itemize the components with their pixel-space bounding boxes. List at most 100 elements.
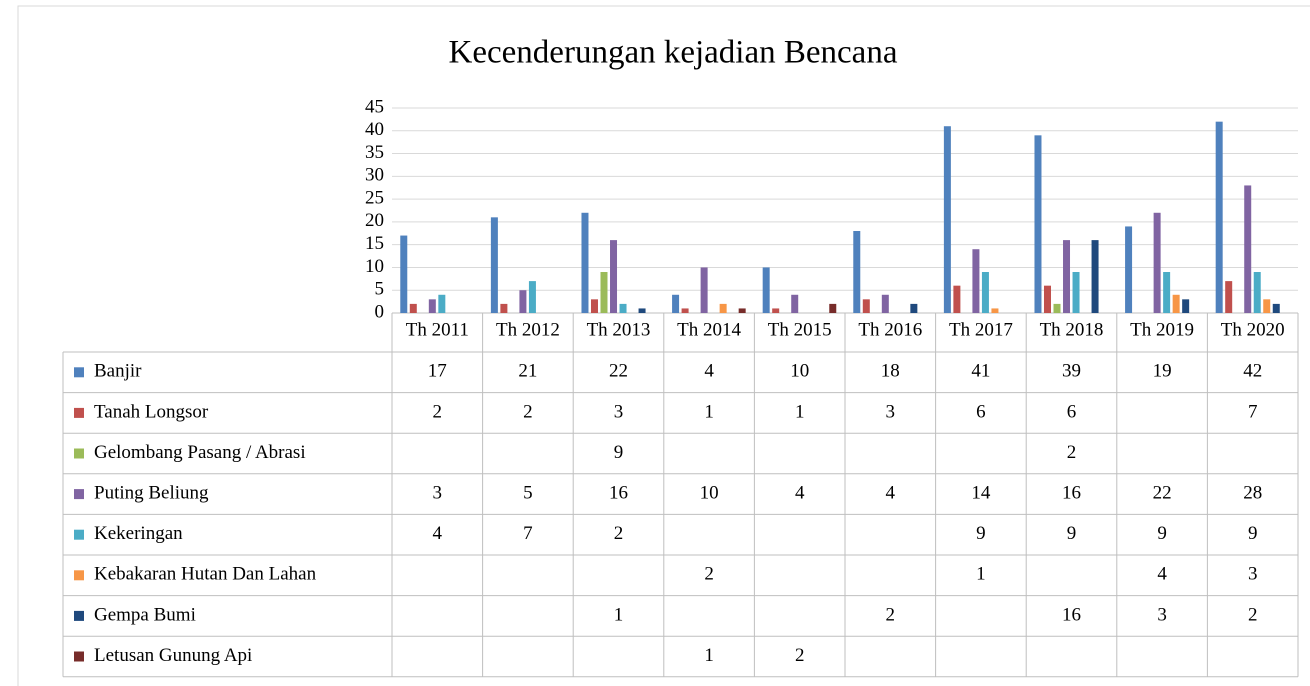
y-tick-label: 40: [365, 119, 384, 140]
legend-swatch: [74, 651, 84, 662]
bar: [943, 126, 951, 313]
bar: [981, 272, 989, 313]
x-tick-label: Th 2016: [858, 319, 922, 340]
bar: [638, 308, 646, 313]
data-label: 3: [1157, 604, 1167, 625]
bar: [428, 299, 436, 313]
bar: [409, 303, 417, 313]
bar: [1182, 299, 1190, 313]
bar: [619, 303, 627, 313]
data-label: 7: [1248, 401, 1258, 422]
data-label: 19: [1153, 361, 1172, 382]
bar: [1125, 226, 1133, 313]
bar: [881, 294, 889, 313]
bar: [719, 303, 727, 313]
x-tick-label: Th 2015: [768, 319, 832, 340]
bar: [610, 240, 618, 313]
data-label: 2: [433, 401, 443, 422]
data-label: 39: [1062, 361, 1081, 382]
bar: [762, 267, 770, 313]
bar: [791, 294, 799, 313]
bar: [853, 231, 861, 313]
data-label: 7: [523, 523, 533, 544]
x-tick-label: Th 2017: [949, 319, 1013, 340]
bar: [1072, 272, 1080, 313]
data-label: 1: [614, 604, 624, 625]
bar: [1034, 135, 1042, 313]
legend-swatch: [74, 529, 84, 540]
legend-swatch: [74, 448, 84, 459]
data-label: 18: [881, 361, 900, 382]
bar: [1215, 121, 1223, 314]
data-label: 16: [1062, 482, 1081, 503]
legend-label: Gempa Bumi: [94, 604, 196, 625]
bar: [1063, 240, 1071, 313]
bar: [672, 294, 680, 313]
bar: [1163, 272, 1171, 313]
data-label: 22: [1153, 482, 1172, 503]
y-tick-label: 10: [365, 256, 384, 277]
y-tick-label: 35: [365, 142, 384, 163]
bar: [519, 290, 527, 313]
bar: [1153, 212, 1161, 313]
bar: [600, 272, 608, 313]
data-label: 3: [1248, 564, 1258, 585]
legend-swatch: [74, 367, 84, 378]
x-tick-label: Th 2019: [1130, 319, 1194, 340]
bar: [1172, 294, 1180, 313]
bar: [991, 308, 999, 313]
data-label: 4: [1157, 564, 1167, 585]
data-label: 4: [795, 482, 805, 503]
data-label: 4: [704, 361, 714, 382]
data-label: 2: [523, 401, 533, 422]
y-tick-label: 20: [365, 210, 384, 231]
bar: [500, 303, 508, 313]
legend-swatch: [74, 407, 84, 418]
y-tick-label: 25: [365, 187, 384, 208]
legend-swatch: [74, 610, 84, 621]
data-label: 14: [971, 482, 991, 503]
bar: [700, 267, 708, 313]
x-tick-label: Th 2012: [496, 319, 560, 340]
data-label: 9: [976, 523, 986, 544]
bar: [738, 308, 746, 313]
legend-label: Tanah Longsor: [94, 401, 209, 422]
bar: [1053, 303, 1061, 313]
data-label: 2: [614, 523, 624, 544]
data-label: 16: [1062, 604, 1081, 625]
data-label: 1: [704, 401, 714, 422]
data-label: 2: [886, 604, 896, 625]
data-label: 28: [1243, 482, 1262, 503]
data-label: 16: [609, 482, 628, 503]
bar: [1244, 185, 1252, 313]
x-tick-label: Th 2014: [677, 319, 741, 340]
x-tick-label: Th 2018: [1040, 319, 1104, 340]
legend-label: Gelombang Pasang / Abrasi: [94, 442, 306, 463]
data-label: 6: [1067, 401, 1077, 422]
bar: [1225, 281, 1233, 313]
data-label: 1: [704, 645, 714, 666]
data-label: 2: [1067, 442, 1077, 463]
data-label: 21: [518, 361, 537, 382]
y-tick-label: 15: [365, 233, 384, 254]
bar: [400, 235, 408, 313]
data-label: 9: [1067, 523, 1077, 544]
data-label: 6: [976, 401, 986, 422]
data-label: 1: [976, 564, 986, 585]
data-label: 10: [790, 361, 809, 382]
data-label: 2: [795, 645, 805, 666]
data-label: 17: [428, 361, 447, 382]
bar: [438, 294, 446, 313]
bar: [953, 285, 961, 313]
data-label: 2: [1248, 604, 1258, 625]
data-label: 5: [523, 482, 533, 503]
y-tick-label: 30: [365, 165, 384, 186]
bar: [1272, 303, 1280, 313]
data-label: 1: [795, 401, 805, 422]
bar: [829, 303, 837, 313]
data-label: 22: [609, 361, 628, 382]
bar: [590, 299, 598, 313]
bar: [1043, 285, 1051, 313]
data-label: 2: [704, 564, 714, 585]
